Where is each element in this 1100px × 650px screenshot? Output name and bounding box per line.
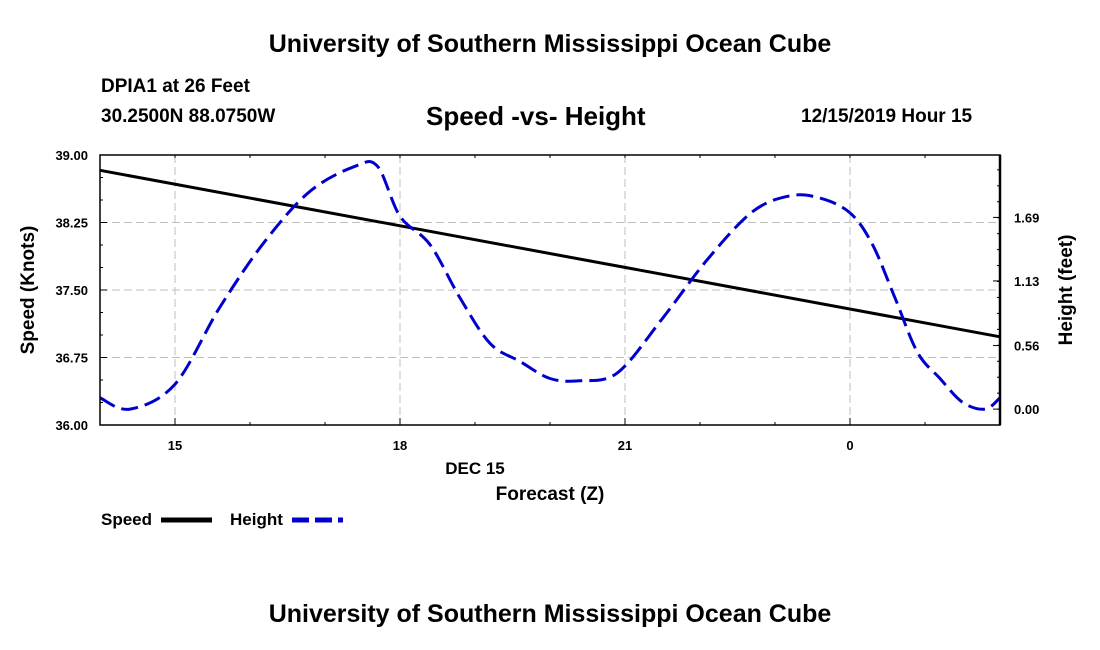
chart-title: Speed -vs- Height [426,101,646,131]
y-left-tick-label: 36.75 [55,351,88,366]
y-left-tick-label: 37.50 [55,283,88,298]
y-right-tick-label: 1.69 [1014,210,1039,225]
y-right-tick-label: 1.13 [1014,274,1039,289]
y-axis-right-label: Height (feet) [1056,235,1077,346]
page-title: University of Southern Mississippi Ocean… [268,30,832,58]
x-tick-label: 18 [393,438,407,453]
x-axis-label: Forecast (Z) [496,484,605,505]
coordinates-label: 30.2500N 88.0750W [101,106,276,127]
y-left-tick-label: 38.25 [55,216,88,231]
x-tick-label: 15 [168,438,182,453]
y-right-tick-label: 0.56 [1014,339,1039,354]
speed-series-line [99,168,1001,339]
footer-title: University of Southern Mississippi Ocean… [268,600,832,628]
y-axis-left-label: Speed (Knots) [18,226,39,355]
y-left-tick-label: 39.00 [55,148,88,163]
axis-ticks: 15 18 21 0 36.00 36.75 37.50 38.25 39.00 0.00 0.56… [55,148,1039,453]
y-right-tick-label: 0.00 [1014,402,1039,417]
y-left-tick-label: 36.00 [55,418,88,433]
legend-label-height: Height [230,510,283,529]
height-series-line [99,160,1002,411]
grid-lines [100,155,1000,425]
x-date-label: DEC 15 [445,459,505,478]
date-hour-label: 12/15/2019 Hour 15 [801,106,973,127]
legend: Speed Height [101,510,343,529]
x-tick-label: 0 [846,438,853,453]
series-layer [99,160,1002,411]
station-label: DPIA1 at 26 Feet [101,76,250,97]
x-tick-label: 21 [618,438,632,453]
legend-label-speed: Speed [101,510,152,529]
